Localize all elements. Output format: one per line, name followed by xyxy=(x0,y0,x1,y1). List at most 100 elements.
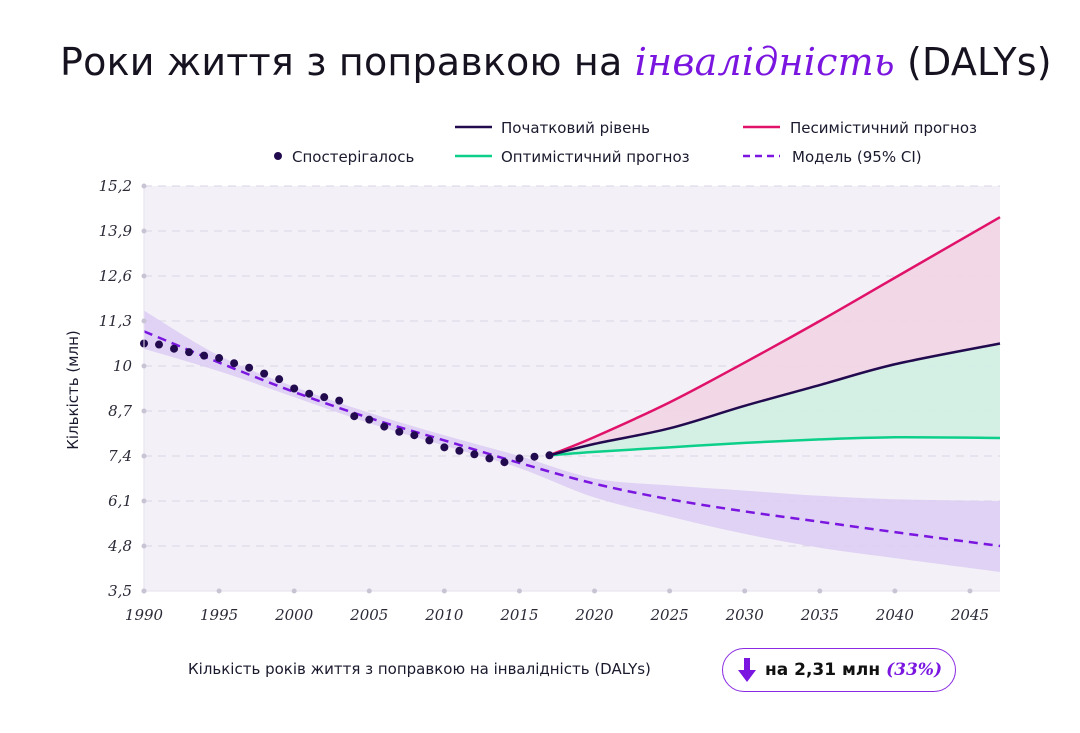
observed-point xyxy=(440,443,449,452)
observed-point xyxy=(275,375,284,384)
x-tick-label: 2035 xyxy=(800,606,839,624)
x-tick-dot xyxy=(291,588,297,594)
y-tick-label: 3,5 xyxy=(108,582,132,600)
x-tick-label: 1995 xyxy=(200,606,238,624)
y-tick-dot xyxy=(141,363,147,369)
pessimistic-line xyxy=(549,216,1001,457)
x-tick-label: 2015 xyxy=(499,606,538,624)
observed-point xyxy=(410,431,419,440)
observed-point xyxy=(515,454,524,463)
x-tick-label: 1990 xyxy=(125,606,164,624)
y-tick-dot xyxy=(141,228,147,234)
y-tick-label: 7,4 xyxy=(108,447,132,465)
legend-pessimistic-label: Песимістичний прогноз xyxy=(790,119,977,137)
optimistic-line xyxy=(549,436,1001,457)
observed-point xyxy=(455,446,464,455)
x-tick-dot xyxy=(892,588,898,594)
series-lines xyxy=(143,216,1001,548)
decrease-badge: на 2,31 млн (33%) xyxy=(722,648,956,692)
observed-point xyxy=(530,452,539,461)
badge-value: на 2,31 млн xyxy=(765,660,881,680)
tick-labels: 3,5 4,8 6,1 7,4 8,7 10 11,3 12,6 13,9 15,2 1990 199… xyxy=(99,177,989,624)
observed-point xyxy=(290,384,299,393)
x-tick-dot xyxy=(141,588,147,594)
x-tick-label: 2025 xyxy=(650,606,689,624)
x-tick-label: 2005 xyxy=(349,606,388,624)
observed-points xyxy=(140,339,554,467)
observed-point xyxy=(155,340,164,349)
y-tick-dot xyxy=(141,183,147,189)
x-tick-label: 2045 xyxy=(950,606,989,624)
y-tick-label: 8,7 xyxy=(108,402,132,420)
x-tick-dot xyxy=(216,588,222,594)
x-tick-label: 2010 xyxy=(424,606,464,624)
x-tick-dot xyxy=(366,588,372,594)
x-tick-dot xyxy=(742,588,748,594)
y-tick-dot xyxy=(141,408,147,414)
legend: Початковий рівень Песимістичний прогноз … xyxy=(274,119,977,166)
x-tick-label: 2030 xyxy=(725,606,765,624)
observed-point xyxy=(470,450,479,459)
observed-point xyxy=(485,454,494,463)
optimistic-band xyxy=(549,343,1000,456)
observed-point xyxy=(380,422,389,431)
observed-point xyxy=(425,436,434,445)
y-tick-dot xyxy=(141,543,147,549)
legend-observed-label: Спостерігалось xyxy=(292,148,414,166)
y-tick-label: 12,6 xyxy=(99,267,133,285)
observed-point xyxy=(305,389,314,398)
x-tick-dot xyxy=(967,588,973,594)
footer-label: Кількість років життя з поправкою на інв… xyxy=(188,660,651,678)
observed-point xyxy=(365,415,374,424)
title-prefix: Роки життя з поправкою на xyxy=(60,40,635,84)
observed-point xyxy=(350,412,359,421)
observed-point xyxy=(215,354,224,363)
observed-point xyxy=(260,369,269,378)
x-tick-label: 2040 xyxy=(875,606,915,624)
confidence-bands xyxy=(144,217,1000,572)
y-tick-dot xyxy=(141,498,147,504)
x-tick-dot xyxy=(817,588,823,594)
y-tick-label: 10 xyxy=(113,357,133,375)
badge-percent: (33%) xyxy=(886,660,942,680)
y-tick-dot xyxy=(141,318,147,324)
observed-point xyxy=(395,427,404,436)
grid-lines xyxy=(144,185,1000,547)
x-tick-dot xyxy=(441,588,447,594)
x-tick-dot xyxy=(516,588,522,594)
arrow-down-icon xyxy=(738,658,756,682)
observed-point xyxy=(200,351,209,360)
y-tick-dot xyxy=(141,453,147,459)
pessimistic-band xyxy=(549,217,1000,456)
title-accent: інвалідність xyxy=(634,40,895,84)
observed-point xyxy=(320,393,329,402)
y-tick-label: 13,9 xyxy=(99,222,133,240)
observed-point xyxy=(170,344,179,353)
x-tick-label: 2000 xyxy=(274,606,314,624)
observed-point xyxy=(230,359,239,368)
model-ci-band xyxy=(144,310,1000,572)
legend-baseline-label: Початковий рівень xyxy=(501,119,650,137)
page-title: Роки життя з поправкою на інвалідність (… xyxy=(60,40,1052,84)
observed-point xyxy=(335,396,344,405)
observed-point xyxy=(500,458,509,467)
baseline-line xyxy=(549,342,1001,457)
observed-point xyxy=(185,348,194,357)
x-tick-dot xyxy=(592,588,598,594)
model-line xyxy=(143,330,1001,548)
observed-point xyxy=(245,363,254,372)
x-tick-dot xyxy=(667,588,673,594)
observed-point xyxy=(545,451,554,460)
legend-optimistic-label: Оптимістичний прогноз xyxy=(501,148,690,166)
y-tick-dot xyxy=(141,273,147,279)
y-tick-label: 11,3 xyxy=(99,312,132,330)
title-suffix: (DALYs) xyxy=(894,40,1052,84)
y-axis-label: Кількість (млн) xyxy=(64,330,82,449)
y-tick-label: 15,2 xyxy=(99,177,132,195)
legend-observed-swatch xyxy=(274,152,282,160)
legend-model-label: Модель (95% CI) xyxy=(792,148,922,166)
y-tick-label: 4,8 xyxy=(107,537,132,555)
x-tick-label: 2020 xyxy=(574,606,614,624)
y-tick-label: 6,1 xyxy=(108,492,132,510)
